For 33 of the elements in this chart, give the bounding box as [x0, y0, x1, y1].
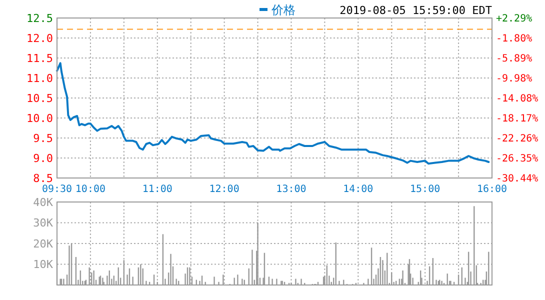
line-series	[56, 62, 490, 165]
y-tick-label: 30K	[33, 216, 54, 230]
y-tick-label: 20K	[33, 237, 54, 250]
y-tick-label: 12.5	[26, 12, 53, 25]
text: 2019-08-05 15:59:00 EDT	[340, 4, 492, 17]
legend-label: 价格	[270, 3, 296, 17]
x-tick-label: 10:00	[75, 184, 106, 195]
x-tick-label: 09:30	[42, 184, 72, 195]
x-tick-label: 16:00	[476, 184, 508, 195]
y2-tick-label: -14.08%	[496, 94, 538, 105]
y2-tick-label: -1.80%	[496, 33, 532, 44]
y2-tick-label: +2.29%	[496, 14, 532, 24]
x-tick-label: 12:00	[209, 184, 240, 195]
y-tick-label: 10.5	[26, 92, 53, 105]
y2-tick-label: -5.89%	[496, 53, 532, 64]
x-tick-label: 15:00	[410, 184, 440, 195]
y-tick-label: 9.5	[33, 132, 53, 145]
y2-tick-label: -18.17%	[496, 114, 538, 125]
y-tick-label: 11.5	[26, 52, 53, 65]
y-tick-label: 11.0	[26, 72, 53, 85]
y-tick-label: 8.5	[33, 172, 53, 185]
y2-tick-label: -26.35%	[496, 154, 538, 165]
y-tick-label: 9.0	[33, 152, 53, 165]
y-tick-label: 40K	[33, 196, 54, 209]
y2-tick-label: -22.26%	[496, 134, 538, 145]
y2-tick-label: -9.98%	[496, 73, 532, 84]
y-tick-label: 12.0	[26, 32, 53, 45]
y-tick-label: 10.0	[26, 112, 53, 125]
x-tick-label: 11:00	[142, 184, 172, 195]
x-tick-label: 13:00	[276, 184, 306, 195]
y-tick-label: 10K	[33, 258, 54, 272]
y2-tick-label: -30.44%	[496, 174, 538, 184]
x-tick-label: 14:00	[343, 184, 374, 195]
